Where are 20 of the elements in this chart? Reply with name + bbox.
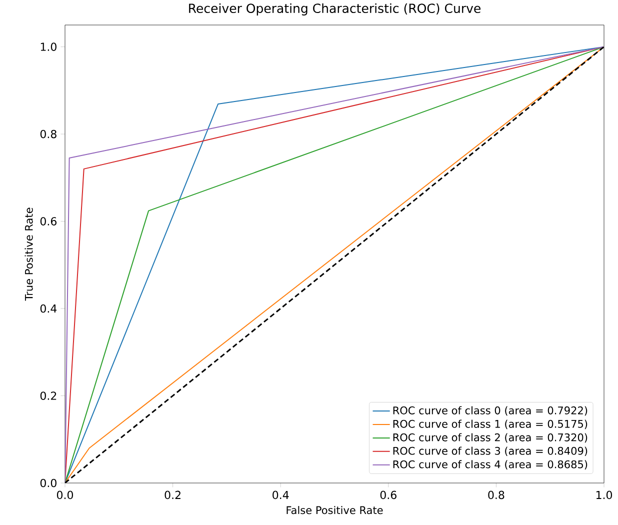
legend-label: ROC curve of class 0 (area = 0.7922) bbox=[393, 406, 588, 416]
y-tick-label: 1.0 bbox=[40, 42, 56, 51]
x-tick-label: 0.0 bbox=[56, 490, 74, 500]
x-tick-label: 0.6 bbox=[380, 490, 396, 500]
y-tick-label: 0.2 bbox=[40, 392, 56, 400]
x-axis-title: False Positive Rate bbox=[286, 506, 383, 514]
legend-label: ROC curve of class 2 (area = 0.7320) bbox=[393, 433, 588, 443]
y-axis-title: True Positive Rate bbox=[24, 208, 33, 301]
y-tick-label: 0.8 bbox=[40, 130, 56, 138]
y-tick-label: 0.0 bbox=[40, 478, 56, 488]
y-tick-label: 0.4 bbox=[40, 304, 57, 313]
legend-label: ROC curve of class 1 (area = 0.5175) bbox=[393, 420, 588, 430]
x-tick-label: 1.0 bbox=[596, 490, 612, 500]
legend-label: ROC curve of class 3 (area = 0.8409) bbox=[393, 446, 588, 456]
x-tick-label: 0.2 bbox=[164, 490, 180, 500]
x-tick-label: 0.4 bbox=[272, 490, 289, 500]
chart-title: Receiver Operating Characteristic (ROC) Curve bbox=[189, 3, 480, 16]
legend-label: ROC curve of class 4 (area = 0.8685) bbox=[393, 460, 588, 470]
x-tick-label: 0.8 bbox=[488, 490, 504, 500]
y-tick-label: 0.6 bbox=[40, 217, 57, 226]
